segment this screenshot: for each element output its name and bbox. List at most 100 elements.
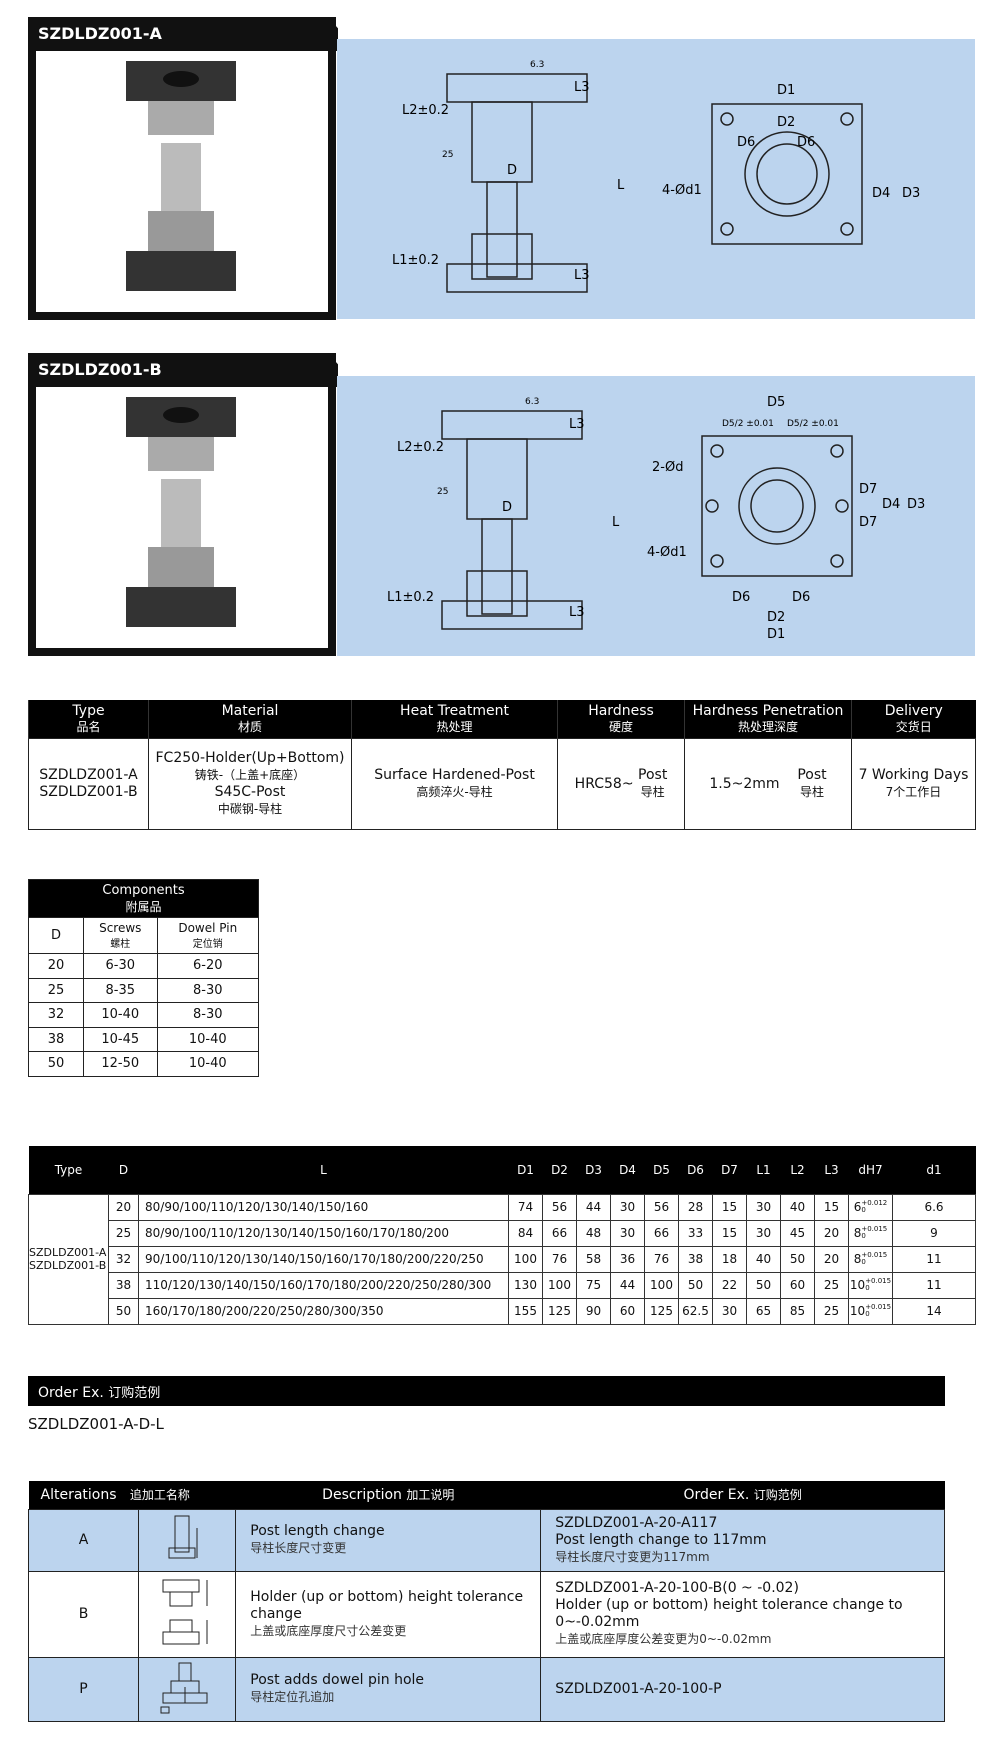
d-cell: 32 (108, 1245, 139, 1273)
delivery-cell: 7 Working Days 7个工作日 (851, 737, 976, 830)
svg-text:L: L (612, 515, 620, 530)
svg-text:D1: D1 (767, 627, 785, 642)
dimension-header: D2 (542, 1146, 577, 1194)
svg-text:D1: D1 (777, 83, 795, 98)
svg-text:D6: D6 (797, 135, 815, 150)
value-cell: 22 (712, 1271, 747, 1299)
svg-text:L2±0.2: L2±0.2 (397, 440, 444, 455)
d1-cell: 11 (892, 1271, 976, 1299)
svg-text:L1±0.2: L1±0.2 (387, 590, 434, 605)
value-cell: 125 (644, 1297, 679, 1325)
svg-text:25: 25 (437, 487, 448, 497)
components-cell: 20 (28, 953, 84, 979)
product-photo-frame-b (28, 353, 336, 656)
value-cell: 66 (644, 1219, 679, 1247)
svg-text:L3: L3 (569, 417, 585, 432)
header-heat: Heat Treatment 热处理 (351, 700, 558, 738)
value-cell: 76 (542, 1245, 577, 1273)
holder-height-icon (137, 1570, 237, 1658)
value-cell: 155 (508, 1297, 543, 1325)
col-screws: Screws 螺柱 (83, 917, 158, 954)
l-cell: 90/100/110/120/130/140/150/160/170/180/2… (138, 1245, 509, 1273)
dimension-header: Type (28, 1146, 109, 1194)
value-cell: 50 (678, 1271, 713, 1299)
dimension-header: L1 (746, 1146, 781, 1194)
value-cell: 25 (814, 1271, 849, 1299)
value-cell: 48 (576, 1219, 611, 1247)
header-hardness: Hardness 硬度 (557, 700, 685, 738)
col-dowel: Dowel Pin 定位销 (156, 917, 259, 954)
svg-text:D5: D5 (767, 395, 785, 410)
components-cell: 10-40 (156, 1026, 259, 1052)
dimension-header: L2 (780, 1146, 815, 1194)
components-cell: 38 (28, 1026, 84, 1052)
value-cell: 15 (712, 1219, 747, 1247)
svg-text:D4: D4 (872, 186, 890, 201)
value-cell: 15 (712, 1193, 747, 1221)
dimension-header: D (108, 1146, 139, 1194)
section-title-a: SZDLDZ001-A (28, 17, 338, 51)
header-material: Material 材质 (148, 700, 352, 738)
type-cell: SZDLDZ001-A SZDLDZ001-B (28, 737, 149, 830)
dimension-header: D5 (644, 1146, 679, 1194)
d1-cell: 6.6 (892, 1193, 976, 1221)
dimension-header: D6 (678, 1146, 713, 1194)
value-cell: 56 (644, 1193, 679, 1221)
value-cell: 100 (644, 1271, 679, 1299)
components-table: Components 附属品 D Screws 螺柱 Dowel Pin 定位销 20… (28, 879, 259, 1077)
components-title: Components 附属品 (28, 879, 259, 918)
svg-text:D5/2 ±0.01: D5/2 ±0.01 (787, 419, 839, 429)
dimension-header: D1 (508, 1146, 543, 1194)
material-cell: FC250-Holder(Up+Bottom) 铸铁-（上盖+底座） S45C-Po… (148, 737, 352, 830)
dimension-row: 32 90/100/110/120/130/140/150/160/170/180… (29, 1245, 976, 1273)
value-cell: 33 (678, 1219, 713, 1247)
components-cell: 12-50 (83, 1051, 158, 1077)
svg-text:D7: D7 (859, 515, 877, 530)
value-cell: 125 (542, 1297, 577, 1325)
components-row: 20 6-30 6-20 (28, 953, 259, 979)
value-cell: 38 (678, 1245, 713, 1273)
value-cell: 36 (610, 1245, 645, 1273)
svg-text:L1±0.2: L1±0.2 (392, 253, 439, 268)
value-cell: 65 (746, 1297, 781, 1325)
d-cell: 25 (108, 1219, 139, 1247)
value-cell: 28 (678, 1193, 713, 1221)
value-cell: 18 (712, 1245, 747, 1273)
d-cell: 50 (108, 1297, 139, 1325)
dimension-header: L (138, 1146, 509, 1194)
dh7-cell: 10+0.015 0 (848, 1297, 893, 1325)
value-cell: 66 (542, 1219, 577, 1247)
components-cell: 25 (28, 977, 84, 1003)
svg-text:L3: L3 (574, 268, 590, 283)
value-cell: 45 (780, 1219, 815, 1247)
drawing-panel-b: L3 L2±0.2 D L L1±0.2 L3 6.3 25 D5 D5/2 ±0.01 D5/2… (337, 376, 975, 656)
alteration-row-b: B Holder (up or bottom) height tolerance… (28, 1570, 945, 1658)
value-cell: 30 (746, 1219, 781, 1247)
dh7-cell: 10+0.015 0 (848, 1271, 893, 1299)
svg-text:D4: D4 (882, 497, 900, 512)
drawing-panel-a: L3 L2±0.2 D L L1±0.2 L3 6.3 25 D1 D2 D6 D6 D4 D3 4-Ød… (337, 39, 975, 319)
d1-cell: 11 (892, 1245, 976, 1273)
value-cell: 50 (780, 1245, 815, 1273)
svg-text:D6: D6 (737, 135, 755, 150)
value-cell: 60 (780, 1271, 815, 1299)
dh7-cell: 6+0.012 0 (848, 1193, 893, 1221)
components-row: 25 8-35 8-30 (28, 977, 259, 1003)
svg-text:D6: D6 (732, 590, 750, 605)
value-cell: 100 (508, 1245, 543, 1273)
dimension-row: 25 80/90/100/110/120/130/140/150/160/170/… (29, 1219, 976, 1247)
product-photo-frame-a (28, 17, 336, 320)
svg-text:L: L (617, 178, 625, 193)
dimension-row: 38 110/120/130/140/150/160/170/180/200/22… (29, 1271, 976, 1299)
dimension-header: D3 (576, 1146, 611, 1194)
value-cell: 30 (610, 1219, 645, 1247)
components-cell: 50 (28, 1051, 84, 1077)
value-cell: 20 (814, 1245, 849, 1273)
heat-cell: Surface Hardened-Post 高频淬火-导柱 (351, 737, 558, 830)
product-photo-a (36, 51, 328, 312)
svg-text:D3: D3 (902, 186, 920, 201)
alteration-row-p: P Post adds dowel pin hole 导柱定位孔追加 SZDLDZ… (28, 1656, 945, 1722)
d-cell: 20 (108, 1193, 139, 1221)
value-cell: 15 (814, 1193, 849, 1221)
